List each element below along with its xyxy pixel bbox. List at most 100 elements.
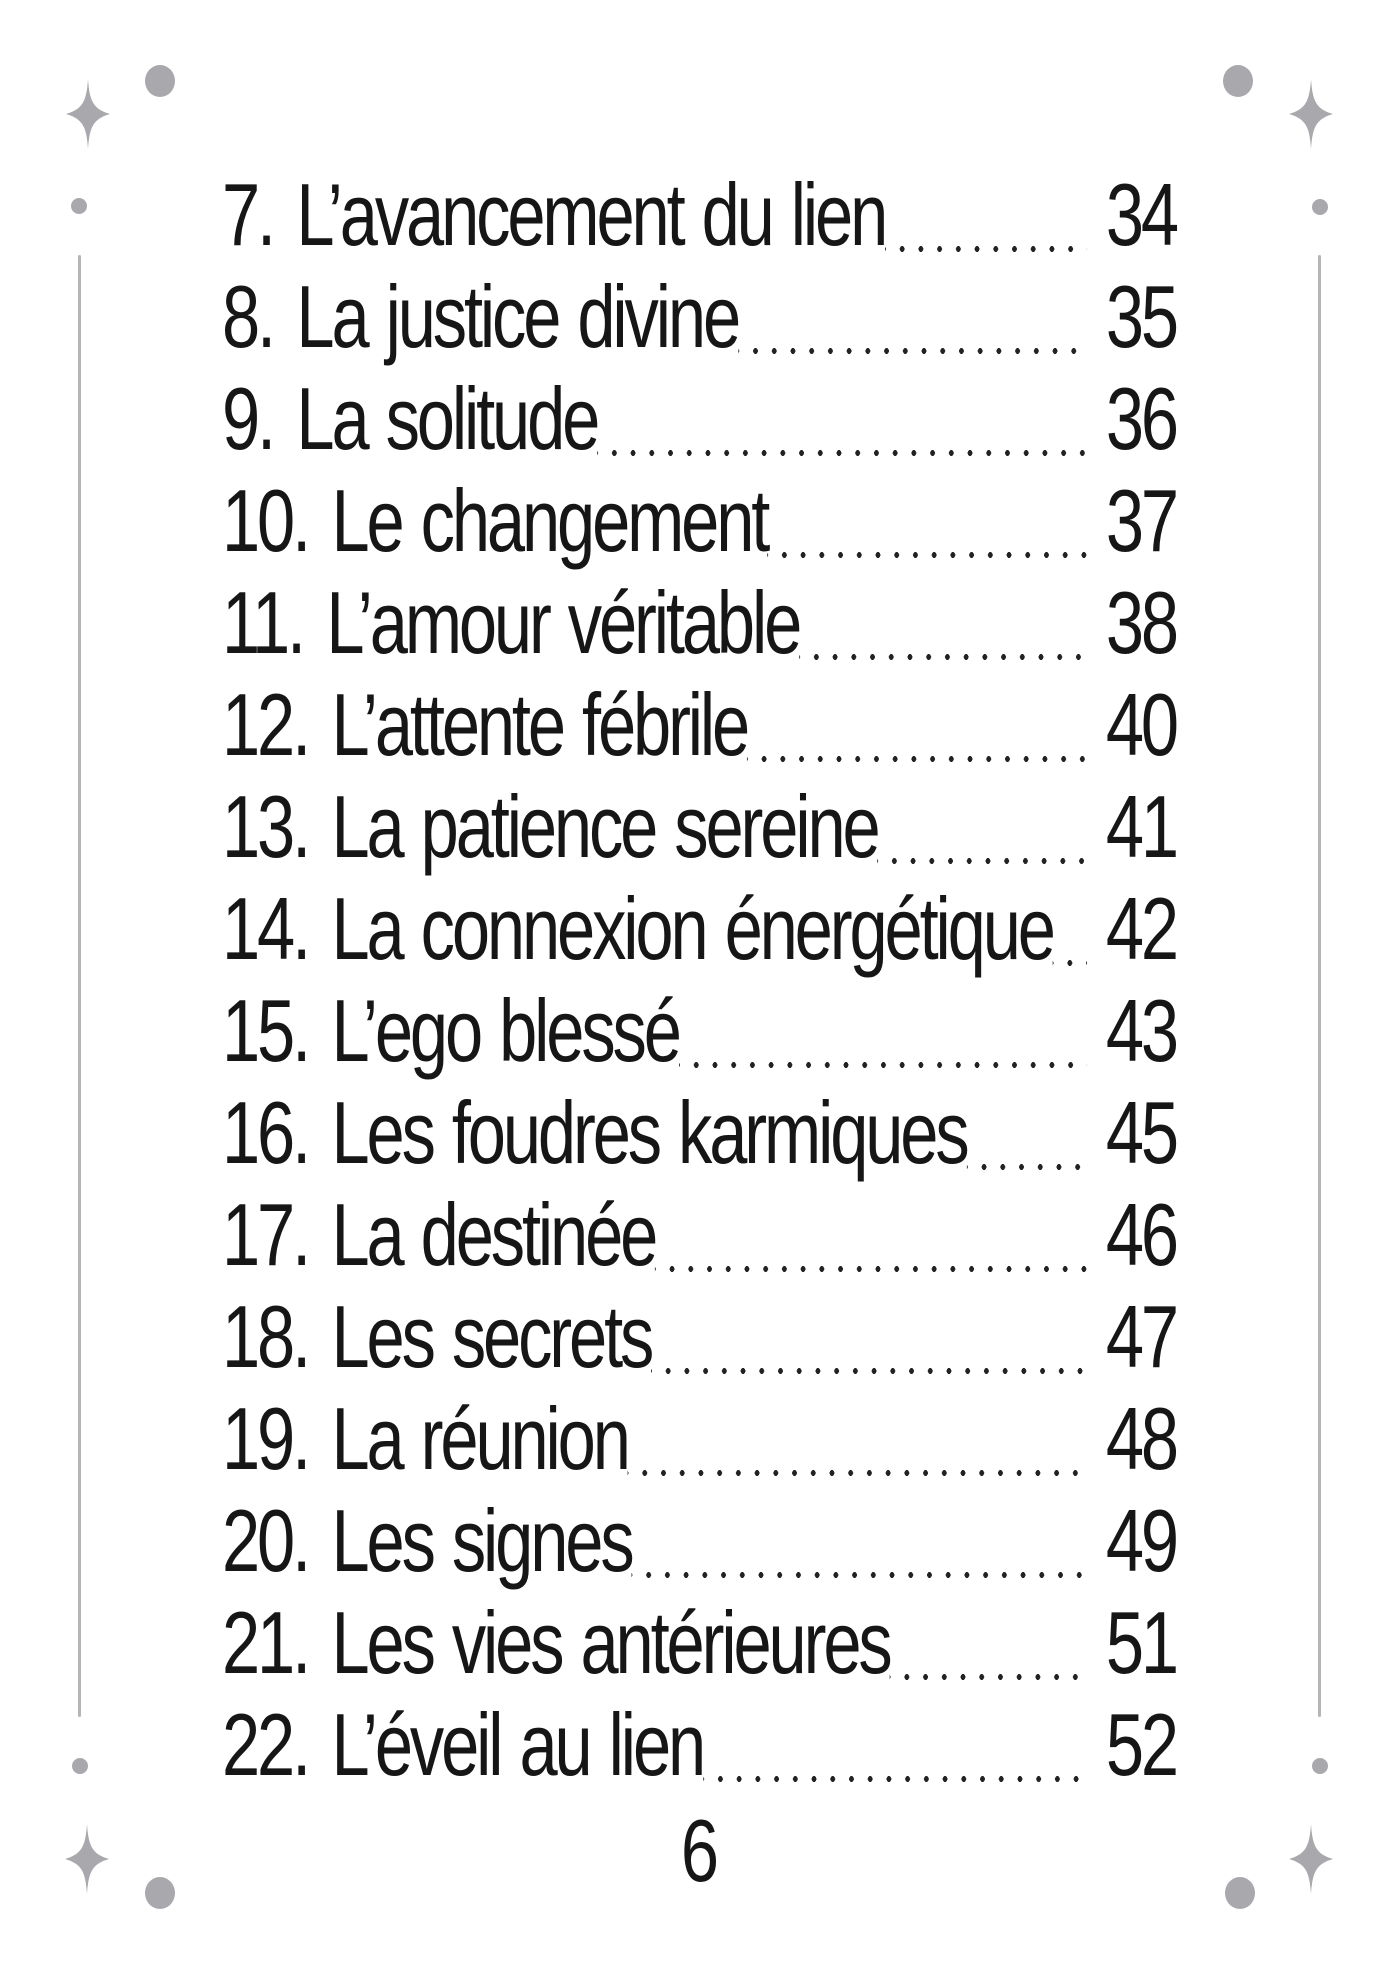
toc-entry: 13. La patience sereine 41 (222, 776, 1179, 878)
toc-entry: 16. Les foudres karmiques 45 (222, 1082, 1179, 1184)
toc-entry-line: 14. La connexion énergétique 42 (222, 878, 1179, 980)
toc-entry-line: 20. Les signes 49 (222, 1490, 1179, 1592)
toc-entry-number: 15. (222, 981, 311, 1080)
toc-leader-dots (737, 266, 1088, 368)
toc-leader-dots (1052, 878, 1088, 980)
toc-entry-number: 19. (222, 1389, 311, 1488)
toc-leader-dots (885, 164, 1088, 266)
page-number: 6 (680, 1801, 720, 1900)
toc-entry-title: La solitude (296, 369, 600, 468)
toc-entry: 7. L’avancement du lien 34 (222, 164, 1179, 266)
toc-entry-title: L’éveil au lien (331, 1695, 706, 1794)
sparkle-icon (66, 79, 110, 149)
toc-entry-title: La réunion (331, 1389, 630, 1488)
toc-entry-title: L’amour véritable (326, 573, 802, 672)
toc-entry-page: 38 (1105, 573, 1179, 672)
dot-ornament (1312, 1758, 1328, 1774)
toc-entry-number: 8. (222, 267, 276, 366)
toc-entry-title: Les secrets (331, 1287, 654, 1386)
toc-entry-title: Les foudres karmiques (331, 1083, 969, 1182)
toc-entry-page: 52 (1105, 1695, 1179, 1794)
toc-entry-page: 47 (1105, 1287, 1179, 1386)
toc-entry-line: 13. La patience sereine 41 (222, 776, 1179, 878)
toc-entry: 12. L’attente fébrile 40 (222, 674, 1179, 776)
toc-entry-title: Les vies antérieures (331, 1593, 892, 1692)
toc-entry-title: La destinée (331, 1185, 658, 1284)
toc-entry-page: 49 (1105, 1491, 1179, 1590)
toc-entry-title: L’attente fébrile (331, 675, 750, 774)
dot-ornament (1312, 199, 1328, 215)
toc-entry: 19. La réunion 48 (222, 1388, 1179, 1490)
toc-entry: 8. La justice divine 35 (222, 266, 1179, 368)
toc-entry: 11. L’amour véritable 38 (222, 572, 1179, 674)
toc-entry-title: Le changement (331, 471, 770, 570)
sparkle-icon (65, 1824, 109, 1894)
toc-leader-dots (627, 1388, 1088, 1490)
toc-entry-number: 16. (222, 1083, 311, 1182)
sparkle-icon (1289, 79, 1333, 149)
toc-leader-dots (597, 368, 1088, 470)
right-border-line (1318, 255, 1321, 1717)
toc-leader-dots (703, 1694, 1088, 1796)
toc-leader-dots (966, 1082, 1088, 1184)
toc-entry-title: Les signes (331, 1491, 634, 1590)
sparkle-icon (1289, 1824, 1333, 1894)
toc-entry: 20. Les signes 49 (222, 1490, 1179, 1592)
toc-leader-dots (767, 470, 1088, 572)
toc-entry-page: 43 (1105, 981, 1179, 1080)
toc-entry-number: 10. (222, 471, 311, 570)
toc-entry-page: 45 (1105, 1083, 1179, 1182)
toc-entry-title: L’ego blessé (331, 981, 681, 1080)
toc-entry-number: 11. (222, 573, 306, 672)
toc-entry: 21. Les vies antérieures 51 (222, 1592, 1179, 1694)
toc-entry: 17. La destinée 46 (222, 1184, 1179, 1286)
toc-entry-number: 17. (222, 1185, 311, 1284)
toc-entry-line: 18. Les secrets 47 (222, 1286, 1179, 1388)
toc-entry-line: 11. L’amour véritable 38 (222, 572, 1179, 674)
toc-leader-dots (678, 980, 1088, 1082)
toc-entry-number: 21. (222, 1593, 311, 1692)
toc-entry-title: L’avancement du lien (296, 165, 888, 264)
toc-entry-number: 9. (222, 369, 276, 468)
toc-entry-number: 12. (222, 675, 311, 774)
dot-ornament (71, 198, 87, 214)
toc-entry: 15. L’ego blessé 43 (222, 980, 1179, 1082)
toc-leader-dots (651, 1286, 1088, 1388)
dot-ornament (145, 1877, 175, 1909)
toc-entry-number: 14. (222, 879, 311, 978)
toc-entry-page: 51 (1105, 1593, 1179, 1692)
toc-leader-dots (889, 1592, 1088, 1694)
toc-leader-dots (655, 1184, 1088, 1286)
toc-entry-page: 41 (1105, 777, 1179, 876)
toc-entry-title: La connexion énergétique (331, 879, 1055, 978)
toc-entry-line: 7. L’avancement du lien 34 (222, 164, 1179, 266)
toc-entry-page: 35 (1105, 267, 1179, 366)
toc-leader-dots (747, 674, 1088, 776)
dot-ornament (72, 1758, 88, 1774)
toc-entry-line: 8. La justice divine 35 (222, 266, 1179, 368)
toc-entry-line: 10. Le changement 37 (222, 470, 1179, 572)
dot-ornament (145, 65, 175, 97)
toc-entry: 18. Les secrets 47 (222, 1286, 1179, 1388)
toc-leader-dots (877, 776, 1088, 878)
toc-entry-line: 21. Les vies antérieures 51 (222, 1592, 1179, 1694)
toc-entry-title: La justice divine (296, 267, 741, 366)
dot-ornament (1223, 65, 1253, 97)
toc-entry: 9. La solitude 36 (222, 368, 1179, 470)
toc-entry-page: 36 (1105, 369, 1179, 468)
toc-leader-dots (799, 572, 1088, 674)
toc-entry-number: 7. (222, 165, 276, 264)
toc-entry-line: 12. L’attente fébrile 40 (222, 674, 1179, 776)
toc-entry-line: 22. L’éveil au lien 52 (222, 1694, 1179, 1796)
toc-entry-line: 16. Les foudres karmiques 45 (222, 1082, 1179, 1184)
toc-entry-line: 9. La solitude 36 (222, 368, 1179, 470)
toc-entry-line: 15. L’ego blessé 43 (222, 980, 1179, 1082)
toc-entry-page: 37 (1105, 471, 1179, 570)
toc-entry: 10. Le changement 37 (222, 470, 1179, 572)
toc-entry-number: 20. (222, 1491, 311, 1590)
toc-entry-number: 18. (222, 1287, 311, 1386)
toc-entry-page: 40 (1105, 675, 1179, 774)
left-border-line (78, 255, 81, 1717)
toc-entry-line: 19. La réunion 48 (222, 1388, 1179, 1490)
